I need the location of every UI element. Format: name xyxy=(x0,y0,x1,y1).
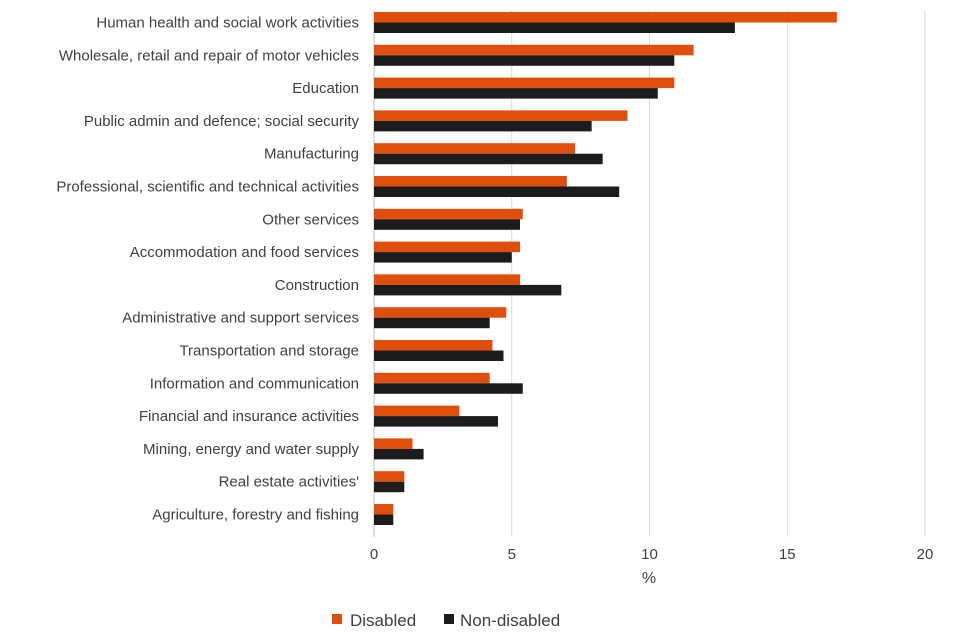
category-label: Professional, scientific and technical a… xyxy=(56,179,359,196)
bar-non-disabled xyxy=(374,416,498,427)
bar-disabled xyxy=(374,504,394,515)
bar-non-disabled xyxy=(374,55,675,66)
category-label: Real estate activities' xyxy=(219,474,360,491)
bar-non-disabled xyxy=(374,22,735,33)
bar-non-disabled xyxy=(374,252,512,263)
bar-disabled xyxy=(374,44,694,56)
bar-non-disabled xyxy=(374,153,603,165)
legend-swatch xyxy=(444,614,454,624)
bar-disabled xyxy=(374,340,493,351)
bar-disabled xyxy=(374,241,521,253)
bar-non-disabled xyxy=(374,219,521,230)
bar-disabled xyxy=(374,372,490,384)
bar-disabled xyxy=(374,176,567,187)
bar-non-disabled xyxy=(374,350,504,361)
category-label: Education xyxy=(292,80,359,97)
category-label: Information and communication xyxy=(150,375,359,392)
bar-disabled xyxy=(374,77,675,89)
bar-disabled xyxy=(374,208,523,220)
bar-non-disabled xyxy=(374,481,405,493)
legend-label: Disabled xyxy=(350,611,416,630)
legend: Disabled Non-disabled xyxy=(332,611,560,630)
x-tick-label: 20 xyxy=(917,546,934,563)
bar-disabled xyxy=(374,438,413,449)
bar-disabled xyxy=(374,307,507,318)
bar-non-disabled xyxy=(374,120,592,132)
bar-non-disabled xyxy=(374,186,620,197)
category-label: Human health and social work activities xyxy=(96,15,359,32)
x-tick-label: 10 xyxy=(641,546,658,563)
category-label: Transportation and storage xyxy=(179,343,359,360)
bar-non-disabled xyxy=(374,383,523,394)
x-tick-label: 5 xyxy=(508,546,516,563)
bar-disabled xyxy=(374,110,628,121)
bar-non-disabled xyxy=(374,284,562,296)
category-label: Accommodation and food services xyxy=(130,244,359,261)
category-labels: Human health and social work activities W… xyxy=(56,15,359,524)
bar-disabled xyxy=(374,12,837,23)
bar-non-disabled xyxy=(374,448,424,460)
bar-disabled xyxy=(374,471,405,482)
bars xyxy=(374,12,837,525)
bar-disabled xyxy=(374,274,521,285)
category-label: Manufacturing xyxy=(264,146,359,163)
bar-non-disabled xyxy=(374,514,394,525)
x-axis-title: % xyxy=(642,570,656,587)
category-label: Other services xyxy=(262,211,359,228)
category-label: Administrative and support services xyxy=(122,310,359,327)
category-label: Construction xyxy=(275,277,359,294)
x-tick-label: 15 xyxy=(779,546,796,563)
bar-non-disabled xyxy=(374,317,490,329)
category-label: Wholesale, retail and repair of motor ve… xyxy=(59,47,359,64)
category-label: Mining, energy and water supply xyxy=(143,441,359,458)
bar-non-disabled xyxy=(374,88,658,99)
category-label: Financial and insurance activities xyxy=(139,408,359,425)
x-tick-labels: 0 5 10 15 20 xyxy=(370,546,934,563)
legend-swatch xyxy=(332,614,342,624)
category-label: Public admin and defence; social securit… xyxy=(84,113,360,130)
bar-disabled xyxy=(374,143,576,154)
bar-disabled xyxy=(374,405,460,417)
x-tick-label: 0 xyxy=(370,546,378,563)
legend-label: Non-disabled xyxy=(460,611,560,630)
category-label: Agriculture, forestry and fishing xyxy=(152,507,359,524)
